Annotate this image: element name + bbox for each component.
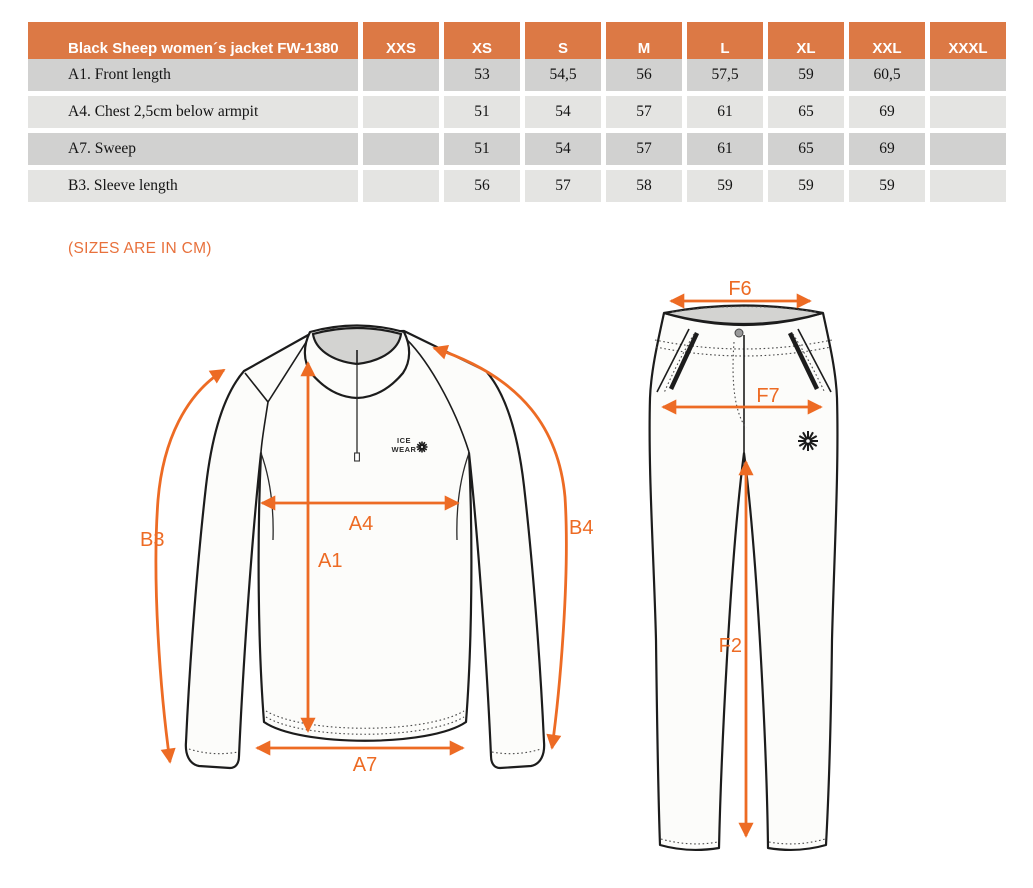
row-label: A1. Front length [28,59,358,91]
cell-value: 59 [768,59,844,91]
cell-value: 59 [687,170,763,202]
cell-value [363,59,439,91]
cell-value: 51 [444,133,520,165]
cell-value [363,170,439,202]
cell-value [930,133,1006,165]
arrow-B4 [432,344,568,750]
row-label: B3. Sleeve length [28,170,358,202]
zipper-pull [354,452,360,462]
right-pocket-stitch [792,333,826,394]
cell-value: 57 [606,133,682,165]
cell-value: 65 [768,96,844,128]
label-F7: F7 [756,385,779,407]
cell-value [930,170,1006,202]
row-label: A4. Chest 2,5cm below armpit [28,96,358,128]
cell-value: 57,5 [687,59,763,91]
arrow-B3 [154,368,226,764]
waist-button [734,328,744,338]
left-side-seam [260,452,274,541]
cell-value: 53 [444,59,520,91]
cell-value [363,96,439,128]
pants-snowflake-icon [798,431,818,451]
label-F2: F2 [719,635,742,657]
hem-stitch [265,716,465,735]
left-raglan-seam [267,335,311,403]
label-A1: A1 [318,550,342,572]
logo-text-line2: WEAR [392,445,417,454]
left-pocket-stitch [663,333,695,394]
cell-value: 65 [768,133,844,165]
cell-value: 54 [525,133,601,165]
cell-value: 57 [606,96,682,128]
left-leg-hem-stitch [660,838,719,845]
jacket-drawing: ICE WEAR A1 A4 A7 B3 B4 [140,324,593,776]
cell-value [363,133,439,165]
cell-value: 57 [525,170,601,202]
cell-value: 59 [768,170,844,202]
cell-value [930,96,1006,128]
cell-value: 61 [687,96,763,128]
cell-value: 54,5 [525,59,601,91]
left-pocket-band [668,332,700,390]
pants-body [648,311,839,852]
label-A7: A7 [353,754,377,776]
label-B3: B3 [140,529,164,551]
pants-drawing: F6 F7 F2 [648,278,839,852]
label-A4: A4 [349,513,373,535]
size-table: Black Sheep women´s jacket FW-1380 XXS X… [28,22,1006,202]
left-pocket-edge [656,328,690,393]
cell-value: 56 [444,170,520,202]
cell-value [930,59,1006,91]
cell-value: 60,5 [849,59,925,91]
cell-value: 58 [606,170,682,202]
cell-value: 69 [849,133,925,165]
logo-snowflake-icon [416,441,428,453]
cell-value: 56 [606,59,682,91]
logo-text-line1: ICE [397,436,411,445]
cell-value: 54 [525,96,601,128]
measurement-diagram: ICE WEAR A1 A4 A7 B3 B4 [140,278,839,852]
hem-stitch [265,710,465,729]
right-pocket-edge [797,328,832,393]
row-label: A7. Sweep [28,133,358,165]
cell-value: 51 [444,96,520,128]
right-pocket-band [787,332,820,390]
left-shoulder-seam [244,372,269,453]
cell-value: 61 [687,133,763,165]
cell-value: 59 [849,170,925,202]
right-leg-hem-stitch [768,838,826,845]
label-F6: F6 [728,278,751,300]
units-note: (SIZES ARE IN CM) [68,240,212,257]
label-B4: B4 [569,517,593,539]
cell-value: 69 [849,96,925,128]
collar-inside [311,326,403,366]
